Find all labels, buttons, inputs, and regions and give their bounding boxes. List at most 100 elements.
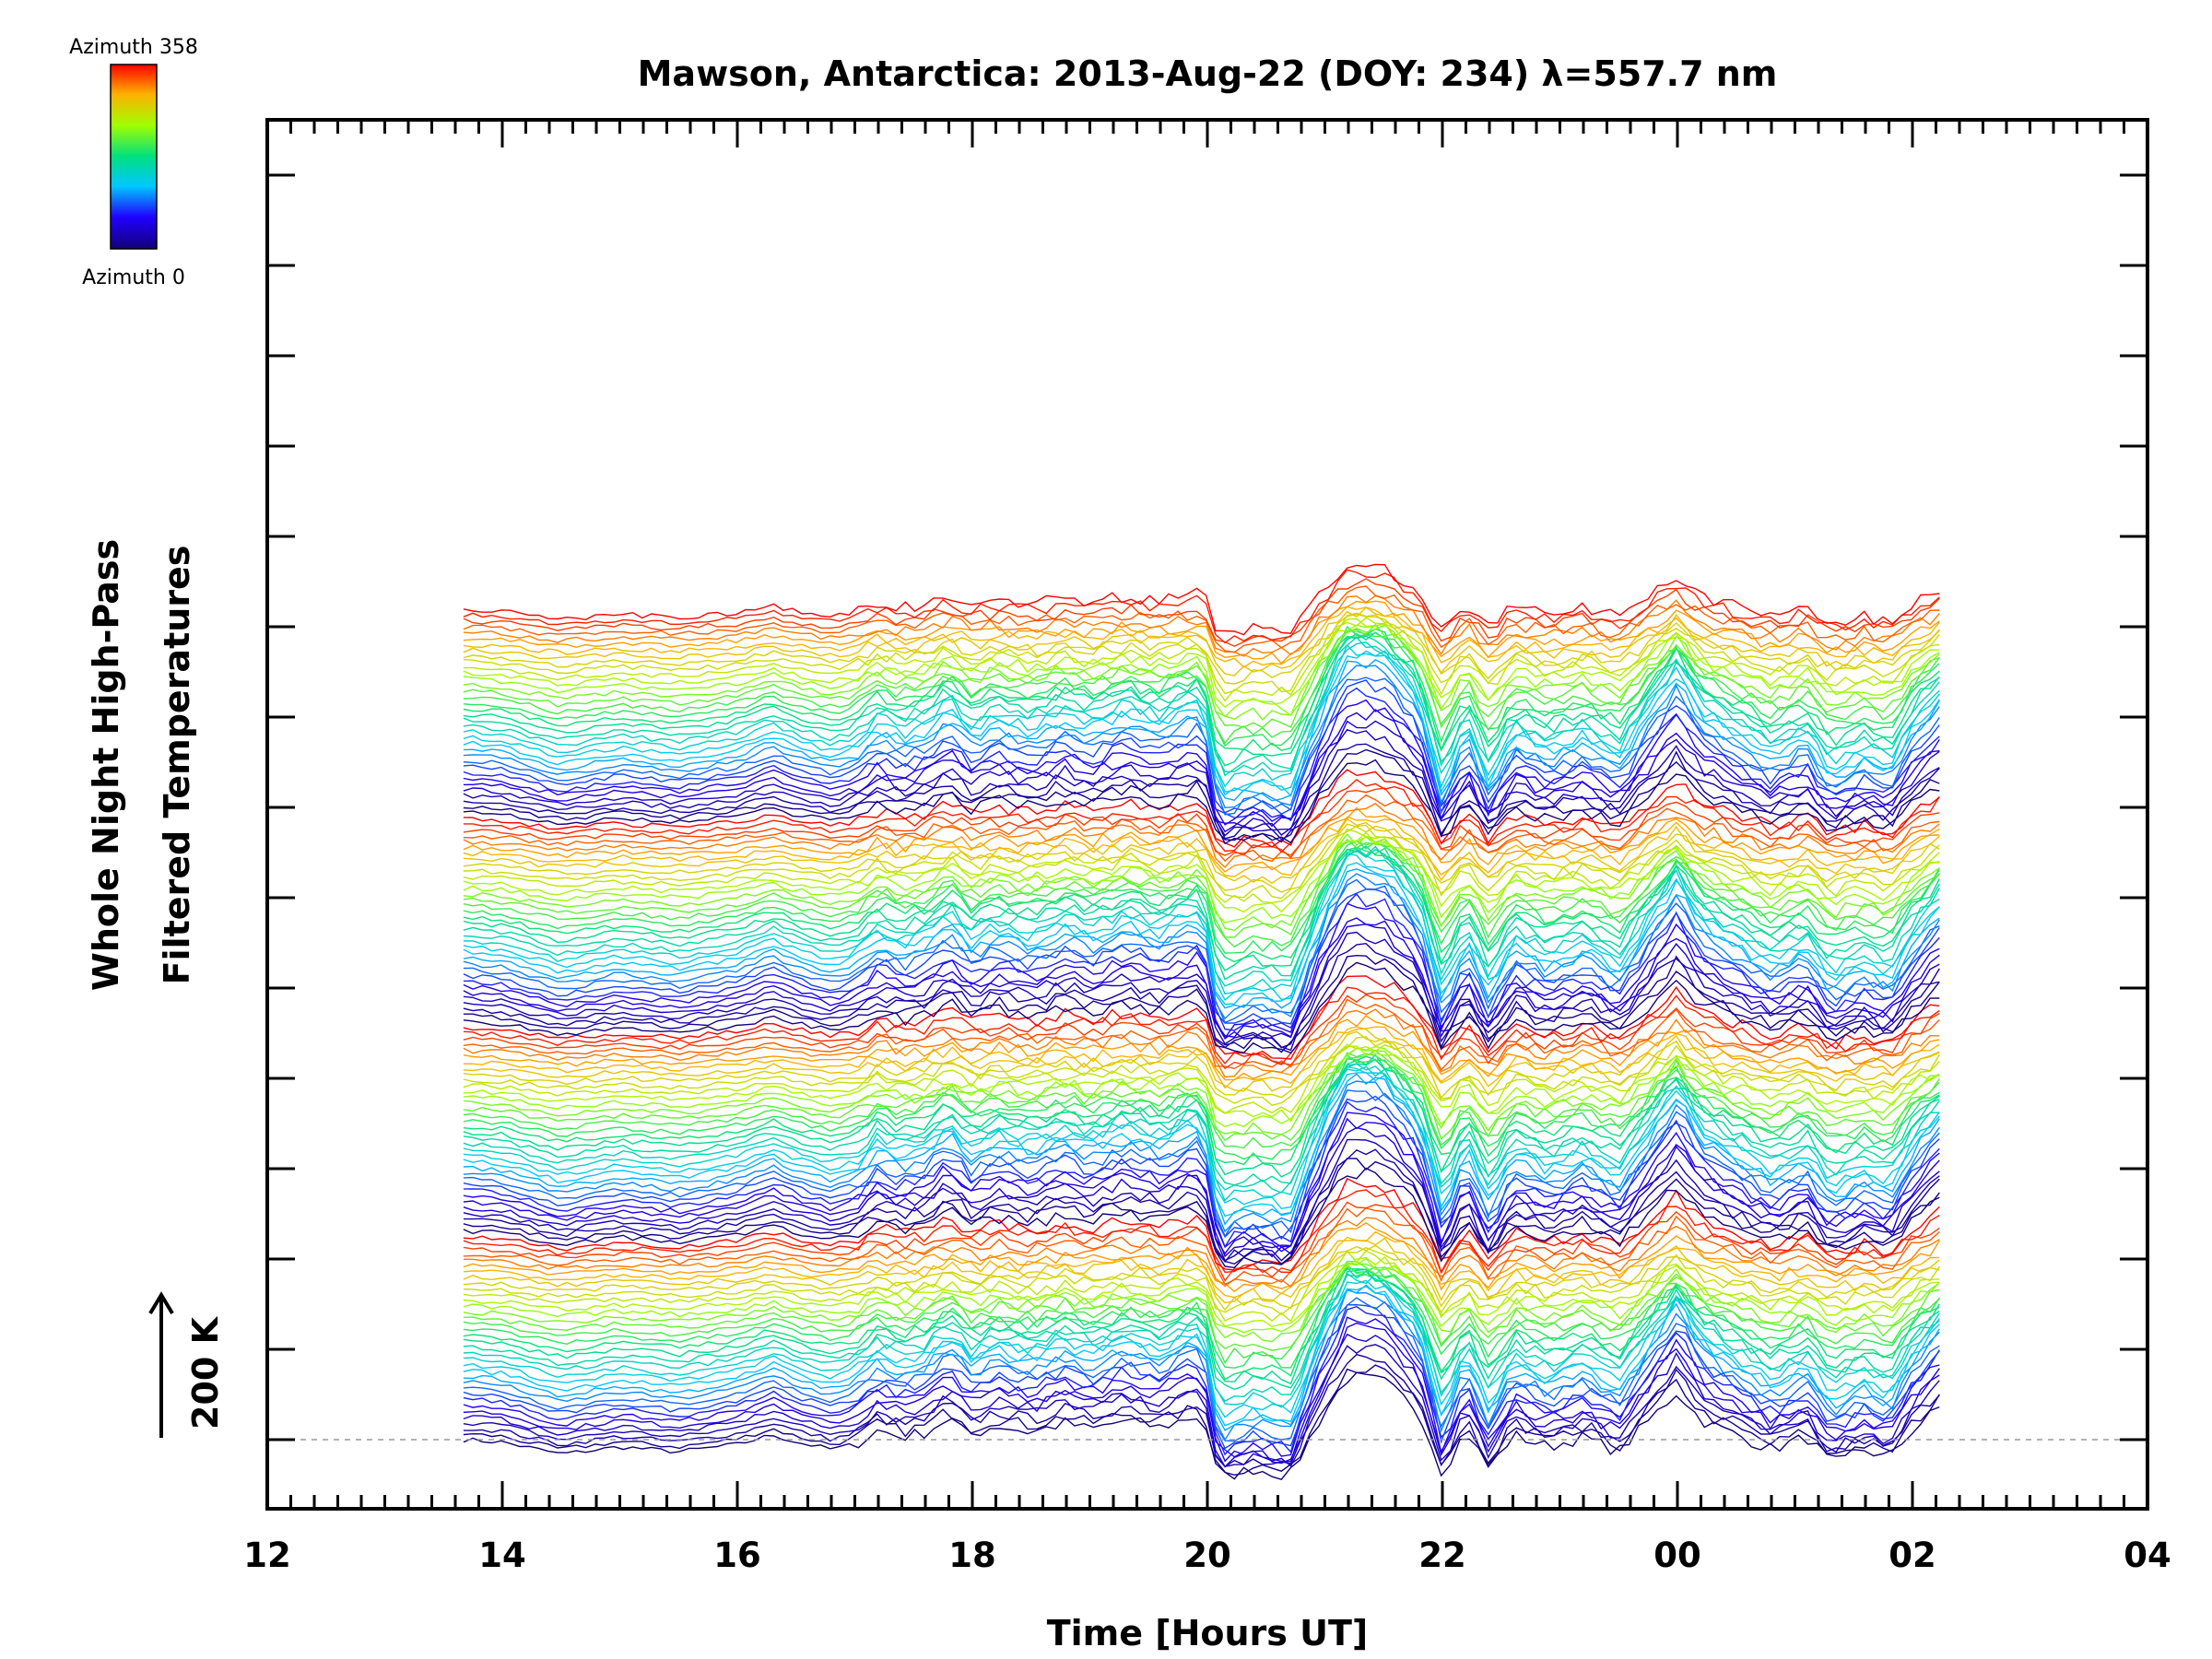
- chart-title: Mawson, Antarctica: 2013-Aug-22 (DOY: 23…: [638, 53, 1778, 94]
- series-line: [463, 846, 1940, 963]
- series-line: [463, 1189, 1940, 1274]
- series-line: [463, 838, 1940, 948]
- series-line: [463, 617, 1940, 702]
- series-line: [463, 998, 1940, 1071]
- series-line: [463, 635, 1940, 777]
- series-line: [463, 1344, 1940, 1468]
- series-line: [463, 1201, 1940, 1282]
- series-line: [463, 975, 1940, 1060]
- series-line: [463, 665, 1940, 809]
- series-line: [463, 623, 1940, 718]
- colorbar-bottom-label: Azimuth 0: [82, 266, 185, 289]
- series-line: [463, 824, 1940, 900]
- series-line: [463, 1268, 1940, 1391]
- series-line: [463, 1100, 1940, 1249]
- series-line: [463, 868, 1940, 1009]
- series-line: [463, 878, 1940, 1024]
- series-line: [463, 1288, 1940, 1441]
- x-tick-label: 12: [243, 1535, 291, 1575]
- series-line: [463, 1284, 1940, 1431]
- series-line: [463, 1177, 1940, 1271]
- series-line: [463, 1250, 1940, 1323]
- series-line: [463, 1247, 1940, 1316]
- series-line: [463, 1043, 1940, 1114]
- series-line: [463, 720, 1940, 831]
- series-line: [463, 845, 1940, 971]
- series-line: [463, 1008, 1940, 1078]
- series-line: [463, 1148, 1940, 1264]
- series-line: [463, 1272, 1940, 1403]
- series-line: [463, 769, 1940, 848]
- axis-ticks: [265, 120, 2149, 1509]
- x-tick-label: 20: [1183, 1535, 1231, 1575]
- colorbar-top-label: Azimuth 358: [69, 36, 198, 59]
- series-line: [463, 618, 1940, 709]
- series-line: [463, 1117, 1940, 1255]
- x-tick-label: 16: [713, 1535, 761, 1575]
- series-line: [463, 1262, 1940, 1343]
- series-line: [463, 816, 1940, 877]
- series-line: [463, 631, 1940, 767]
- series-line: [463, 942, 1940, 1052]
- x-tick-label: 00: [1653, 1535, 1701, 1575]
- series-line: [463, 658, 1940, 802]
- series-line: [463, 1080, 1940, 1233]
- series-line: [463, 1112, 1940, 1249]
- series-line: [463, 794, 1940, 863]
- series-line: [463, 1333, 1940, 1468]
- series-line: [463, 1264, 1940, 1365]
- series-line: [463, 1095, 1940, 1241]
- series-line: [463, 994, 1940, 1070]
- series-line: [463, 1279, 1940, 1418]
- ylabel-line1: Whole Night High-Pass: [86, 539, 126, 991]
- series-line: [463, 624, 1940, 722]
- series-line: [463, 578, 1940, 647]
- series-line: [463, 1089, 1940, 1238]
- series-line: [463, 625, 1940, 747]
- series-line: [463, 1055, 1940, 1178]
- series-line: [463, 1054, 1940, 1160]
- series-line: [463, 823, 1940, 893]
- series-line: [463, 569, 1940, 644]
- series-line: [463, 636, 1940, 772]
- series-line: [463, 1073, 1940, 1226]
- series-line: [463, 585, 1940, 653]
- series-line: [463, 613, 1940, 685]
- series-line: [463, 677, 1940, 816]
- series-line: [463, 806, 1940, 873]
- series-line: [463, 1036, 1940, 1106]
- series-line: [463, 1158, 1940, 1265]
- series-line: [463, 1015, 1940, 1081]
- series-line: [463, 594, 1940, 657]
- series-line: [463, 931, 1940, 1049]
- scale-arrow: [148, 1291, 174, 1438]
- series-line: [463, 679, 1940, 816]
- series-traces: [463, 563, 1940, 1481]
- series-line: [463, 961, 1940, 1054]
- series-line: [463, 845, 1940, 981]
- series-line: [463, 831, 1940, 913]
- x-tick-label: 22: [1418, 1535, 1466, 1575]
- series-line: [463, 840, 1940, 954]
- series-line: [463, 779, 1940, 853]
- series-line: [463, 1217, 1940, 1288]
- series-line: [463, 687, 1940, 822]
- x-tick-labels: 12 14 16 18 20 22 00 02 04: [243, 1535, 2171, 1575]
- series-line: [463, 1058, 1940, 1186]
- series-line: [463, 1371, 1940, 1481]
- series-line: [463, 699, 1940, 826]
- x-tick-label: 04: [2124, 1535, 2171, 1575]
- series-line: [463, 818, 1940, 885]
- series-line: [463, 612, 1940, 695]
- series-line: [463, 892, 1940, 1031]
- series-line: [463, 1030, 1940, 1100]
- series-line: [463, 1260, 1940, 1351]
- series-line: [463, 853, 1940, 1001]
- series-line: [463, 1065, 1940, 1202]
- series-line: [463, 787, 1940, 859]
- series-line: [463, 888, 1940, 1025]
- series-line: [463, 1052, 1940, 1149]
- series-line: [463, 1065, 1940, 1210]
- series-line: [463, 606, 1940, 677]
